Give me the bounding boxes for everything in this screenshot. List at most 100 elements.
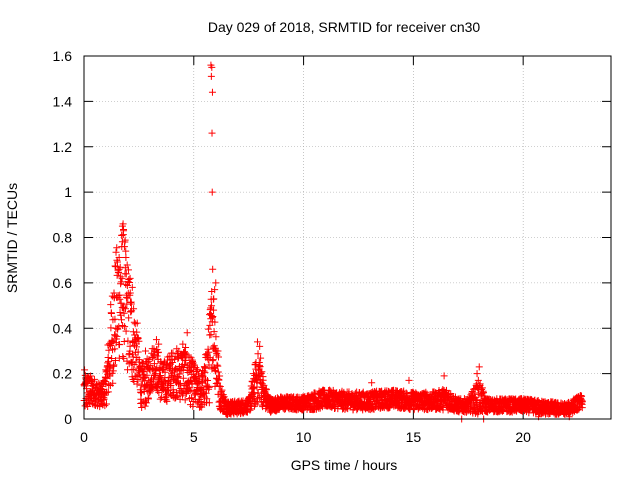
data-point <box>203 395 211 403</box>
data-point <box>150 360 158 368</box>
data-point <box>133 319 141 327</box>
data-point <box>209 313 217 321</box>
data-point <box>107 310 115 318</box>
data-point <box>111 357 119 365</box>
data-point <box>144 395 152 403</box>
data-point <box>479 389 487 397</box>
data-point <box>156 372 164 380</box>
data-point <box>105 381 113 389</box>
data-point <box>201 364 209 372</box>
data-point <box>133 380 141 388</box>
data-point <box>182 356 190 364</box>
data-point <box>183 329 191 337</box>
data-point <box>121 236 129 244</box>
data-point <box>128 350 136 358</box>
data-point <box>185 387 193 395</box>
data-point <box>111 315 119 323</box>
data-point <box>179 340 187 348</box>
data-point <box>344 405 352 413</box>
data-point <box>161 368 169 376</box>
data-point <box>118 232 126 240</box>
data-point <box>210 306 218 314</box>
data-point <box>126 342 134 350</box>
data-point <box>127 300 135 308</box>
data-point <box>212 333 220 341</box>
data-point <box>128 359 136 367</box>
data-point <box>216 372 224 380</box>
data-point <box>207 331 215 339</box>
data-point <box>120 303 128 311</box>
data-point <box>111 332 119 340</box>
data-point <box>120 227 128 235</box>
x-tick-label: 15 <box>406 429 422 445</box>
data-point <box>108 336 116 344</box>
data-point <box>205 383 213 391</box>
data-point <box>142 399 150 407</box>
data-point <box>145 356 153 364</box>
data-point <box>392 386 400 394</box>
data-point <box>207 72 215 80</box>
data-point <box>256 342 264 350</box>
data-point <box>262 385 270 393</box>
data-point <box>134 375 142 383</box>
data-point <box>108 355 116 363</box>
data-point <box>208 287 216 295</box>
data-point <box>139 366 147 374</box>
data-point <box>90 375 98 383</box>
data-point <box>143 371 151 379</box>
data-point <box>561 410 569 418</box>
data-point <box>122 327 130 335</box>
data-point <box>216 382 224 390</box>
data-point <box>87 372 95 380</box>
data-point <box>124 337 132 345</box>
data-point <box>192 364 200 372</box>
data-point <box>101 402 109 410</box>
data-point <box>118 243 126 251</box>
data-point <box>174 373 182 381</box>
data-point <box>205 348 213 356</box>
data-point <box>209 265 217 273</box>
data-point <box>208 63 216 71</box>
data-point <box>146 361 154 369</box>
data-point <box>152 336 160 344</box>
data-point <box>190 391 198 399</box>
data-point <box>134 334 142 342</box>
data-point <box>81 366 89 374</box>
data-point <box>211 318 219 326</box>
data-point <box>115 341 123 349</box>
data-point <box>208 129 216 137</box>
data-point <box>113 332 121 340</box>
data-point <box>475 363 483 371</box>
data-point <box>171 365 179 373</box>
data-point <box>204 345 212 353</box>
y-tick-label: 0 <box>64 411 72 427</box>
data-point <box>122 305 130 313</box>
data-point <box>205 399 213 407</box>
data-point <box>208 302 216 310</box>
data-point <box>204 325 212 333</box>
data-point <box>213 361 221 369</box>
data-point <box>107 301 115 309</box>
data-point <box>121 323 129 331</box>
data-point <box>135 337 143 345</box>
data-point <box>109 379 117 387</box>
data-point <box>154 348 162 356</box>
data-point <box>117 299 125 307</box>
data-point <box>134 348 142 356</box>
y-tick-label: 0.4 <box>53 320 73 336</box>
data-point <box>197 398 205 406</box>
data-point <box>125 276 133 284</box>
data-point <box>405 376 413 384</box>
data-series <box>80 61 586 423</box>
x-tick-label: 0 <box>80 429 88 445</box>
data-point <box>256 362 264 370</box>
data-point <box>123 261 131 269</box>
data-point <box>146 389 154 397</box>
data-point <box>178 391 186 399</box>
data-point <box>120 309 128 317</box>
data-point <box>112 248 120 256</box>
data-point <box>420 401 428 409</box>
data-point <box>221 395 229 403</box>
data-point <box>218 386 226 394</box>
